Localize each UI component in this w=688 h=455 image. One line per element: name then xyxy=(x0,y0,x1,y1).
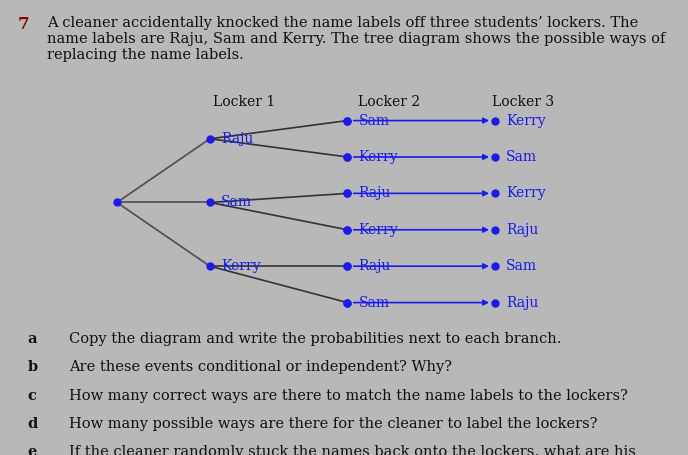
Text: Sam: Sam xyxy=(358,296,389,309)
Text: Raju: Raju xyxy=(506,296,539,309)
Text: Raju: Raju xyxy=(358,259,391,273)
Text: Kerry: Kerry xyxy=(221,259,261,273)
Text: Kerry: Kerry xyxy=(506,114,546,127)
Text: How many possible ways are there for the cleaner to label the lockers?: How many possible ways are there for the… xyxy=(69,417,597,431)
Text: Raju: Raju xyxy=(358,187,391,200)
Text: d: d xyxy=(28,417,38,431)
Text: a: a xyxy=(28,332,37,346)
Text: Locker 3: Locker 3 xyxy=(492,96,554,109)
Text: Locker 1: Locker 1 xyxy=(213,96,275,109)
Text: Kerry: Kerry xyxy=(506,187,546,200)
Text: Sam: Sam xyxy=(506,150,537,164)
Text: Raju: Raju xyxy=(221,132,253,146)
Text: 7: 7 xyxy=(17,16,29,33)
Text: e: e xyxy=(28,445,37,455)
Text: Sam: Sam xyxy=(506,259,537,273)
Text: A cleaner accidentally knocked the name labels off three students’ lockers. The
: A cleaner accidentally knocked the name … xyxy=(47,16,665,62)
Text: Sam: Sam xyxy=(221,196,252,209)
Text: Copy the diagram and write the probabilities next to each branch.: Copy the diagram and write the probabili… xyxy=(69,332,561,346)
Text: How many correct ways are there to match the name labels to the lockers?: How many correct ways are there to match… xyxy=(69,389,627,403)
Text: Locker 2: Locker 2 xyxy=(358,96,420,109)
Text: Kerry: Kerry xyxy=(358,223,398,237)
Text: c: c xyxy=(28,389,36,403)
Text: b: b xyxy=(28,360,38,374)
Text: If the cleaner randomly stuck the names back onto the lockers, what are his: If the cleaner randomly stuck the names … xyxy=(69,445,636,455)
Text: Raju: Raju xyxy=(506,223,539,237)
Text: Kerry: Kerry xyxy=(358,150,398,164)
Text: Sam: Sam xyxy=(358,114,389,127)
Text: Are these events conditional or independent? Why?: Are these events conditional or independ… xyxy=(69,360,452,374)
